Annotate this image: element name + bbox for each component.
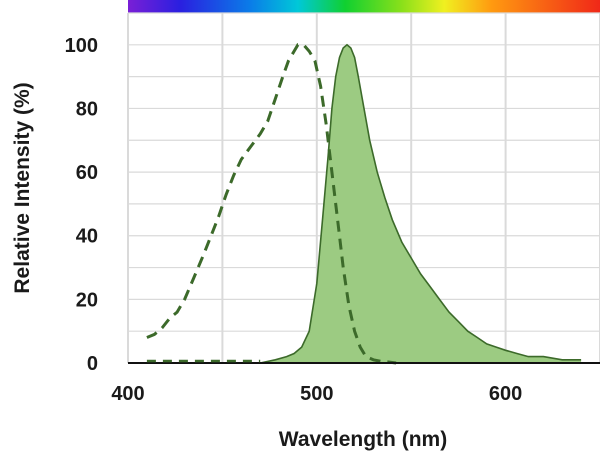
excitation-line bbox=[146, 43, 397, 365]
x-tick-label: 600 bbox=[489, 383, 522, 405]
y-tick-label: 80 bbox=[76, 98, 98, 120]
emission-line bbox=[260, 43, 582, 364]
y-tick-label: 60 bbox=[76, 162, 98, 184]
emission-area bbox=[260, 44, 582, 364]
tick-labels: 400 500 600 0 20 40 60 80 100 bbox=[65, 35, 523, 405]
x-tick-label: 500 bbox=[300, 383, 333, 405]
y-tick-label: 20 bbox=[76, 289, 98, 311]
y-tick-label: 0 bbox=[87, 353, 98, 375]
spectrum-color-bar bbox=[128, 0, 600, 13]
y-tick-label: 40 bbox=[76, 226, 98, 248]
x-tick-label: 400 bbox=[111, 383, 144, 405]
y-axis-title: Relative Intensity (%) bbox=[11, 82, 34, 293]
y-tick-label: 100 bbox=[65, 35, 98, 57]
x-axis-title: Wavelength (nm) bbox=[279, 428, 447, 451]
